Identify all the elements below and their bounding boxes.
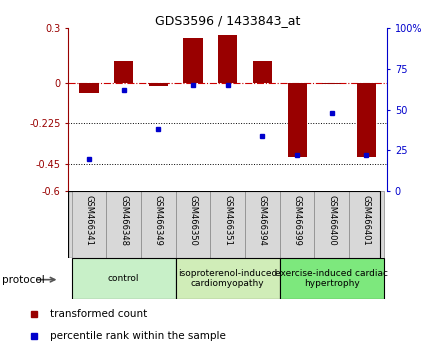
- Bar: [245, 191, 280, 258]
- Bar: [176, 191, 210, 258]
- Text: GSM466350: GSM466350: [188, 195, 198, 245]
- Bar: [322, 82, 341, 84]
- Text: GSM466394: GSM466394: [258, 195, 267, 245]
- Title: GDS3596 / 1433843_at: GDS3596 / 1433843_at: [155, 14, 301, 27]
- Bar: [141, 191, 176, 258]
- Bar: [80, 82, 99, 93]
- Bar: [357, 82, 376, 157]
- Text: GSM466349: GSM466349: [154, 195, 163, 245]
- Text: GSM466401: GSM466401: [362, 195, 371, 245]
- Text: isoproterenol-induced
cardiomyopathy: isoproterenol-induced cardiomyopathy: [178, 269, 277, 289]
- Bar: [183, 38, 202, 82]
- Bar: [218, 35, 237, 82]
- Bar: [315, 191, 349, 258]
- Text: exercise-induced cardiac
hypertrophy: exercise-induced cardiac hypertrophy: [275, 269, 388, 289]
- Bar: [72, 258, 176, 299]
- Text: protocol: protocol: [2, 275, 45, 285]
- Text: GSM466341: GSM466341: [84, 195, 94, 245]
- Bar: [280, 191, 315, 258]
- Bar: [287, 82, 307, 157]
- Bar: [176, 258, 280, 299]
- Text: GSM466400: GSM466400: [327, 195, 336, 245]
- Text: GSM466351: GSM466351: [223, 195, 232, 245]
- Text: GSM466348: GSM466348: [119, 195, 128, 246]
- Bar: [114, 61, 133, 82]
- Bar: [253, 61, 272, 82]
- Text: percentile rank within the sample: percentile rank within the sample: [50, 331, 226, 341]
- Bar: [280, 258, 384, 299]
- Bar: [210, 191, 245, 258]
- Bar: [72, 191, 106, 258]
- Bar: [349, 191, 384, 258]
- Text: transformed count: transformed count: [50, 309, 147, 319]
- Text: GSM466399: GSM466399: [293, 195, 301, 245]
- Bar: [149, 82, 168, 86]
- Bar: [106, 191, 141, 258]
- Text: control: control: [108, 274, 139, 283]
